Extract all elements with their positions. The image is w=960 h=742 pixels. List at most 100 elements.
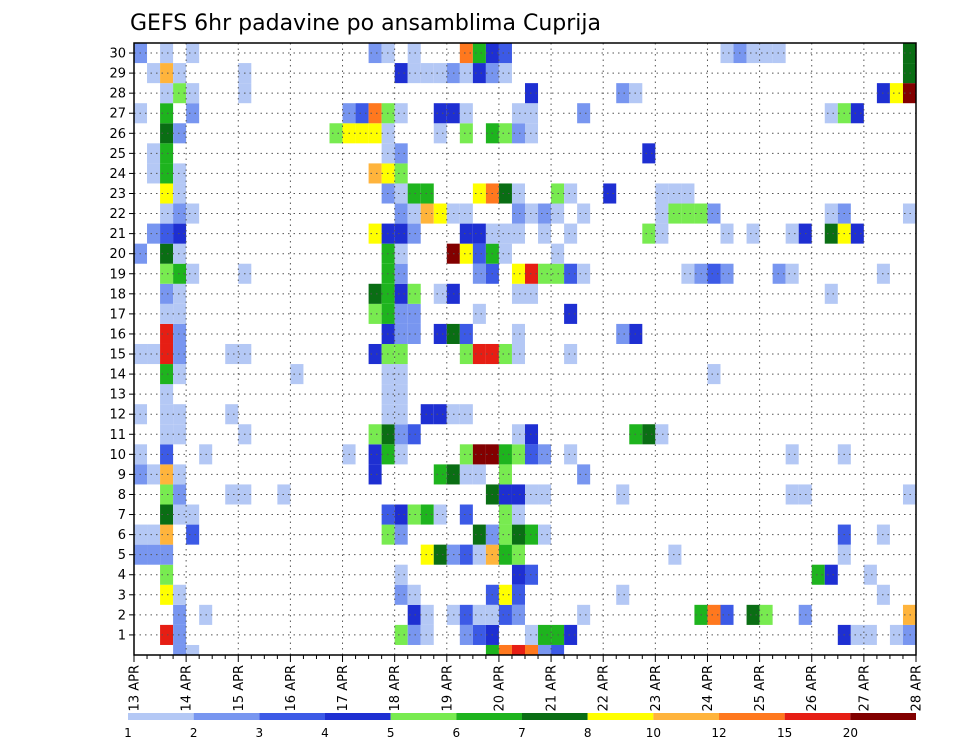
legend-swatch xyxy=(522,713,588,720)
heatmap-cell xyxy=(459,103,473,124)
heatmap-cell xyxy=(485,644,499,655)
y-tick-label: 2 xyxy=(118,608,126,623)
heatmap-cell xyxy=(707,604,721,625)
heatmap-cell xyxy=(420,203,434,224)
heatmap-cell xyxy=(160,624,174,645)
y-tick-label: 26 xyxy=(109,127,126,142)
heatmap-cell xyxy=(173,504,187,525)
heatmap-cell xyxy=(459,404,473,425)
heatmap-cell xyxy=(668,544,682,565)
heatmap-cell xyxy=(746,43,760,64)
heatmap-cell xyxy=(525,123,539,144)
heatmap-cell xyxy=(525,424,539,445)
y-tick-label: 30 xyxy=(109,47,126,62)
heatmap-cell xyxy=(498,183,512,204)
heatmap-cell xyxy=(394,584,408,605)
heatmap-cell xyxy=(511,604,525,625)
heatmap-cell xyxy=(511,263,525,284)
heatmap-cell xyxy=(459,624,473,645)
heatmap-cell xyxy=(511,504,525,525)
heatmap-cell xyxy=(407,63,421,84)
heatmap-cell xyxy=(407,604,421,625)
x-tick-label: 26 APR xyxy=(805,665,820,711)
heatmap-cell xyxy=(472,624,486,645)
legend-swatch xyxy=(128,713,194,720)
heatmap-cell xyxy=(525,263,539,284)
x-tick-label: 15 APR xyxy=(232,665,247,711)
heatmap-cell xyxy=(147,343,161,365)
x-tick-label: 20 APR xyxy=(492,665,507,711)
heatmap-cell xyxy=(642,424,656,445)
heatmap-cell xyxy=(564,444,578,465)
heatmap-cell xyxy=(368,283,382,304)
heatmap-cell xyxy=(577,604,591,625)
heatmap-cell xyxy=(173,263,187,284)
heatmap-cell xyxy=(433,323,447,344)
y-tick-label: 25 xyxy=(109,147,126,162)
heatmap-cell xyxy=(407,283,421,304)
y-tick-label: 20 xyxy=(109,247,126,262)
heatmap-cell xyxy=(564,303,578,324)
heatmap-cell xyxy=(173,604,187,625)
heatmap-cell xyxy=(160,283,174,304)
heatmap-cell xyxy=(564,263,578,284)
heatmap-cell xyxy=(498,223,512,244)
y-tick-label: 8 xyxy=(118,488,126,503)
heatmap-cell xyxy=(655,223,669,244)
heatmap-cell xyxy=(394,283,408,304)
heatmap-cell xyxy=(160,524,174,545)
heatmap-cell xyxy=(472,464,486,485)
heatmap-cell xyxy=(538,203,552,224)
heatmap-cell xyxy=(459,223,473,244)
heatmap-cell xyxy=(186,524,200,545)
heatmap-cell xyxy=(394,143,408,164)
legend-swatch xyxy=(390,713,457,720)
heatmap-cell xyxy=(824,103,838,124)
heatmap-cell xyxy=(902,484,916,505)
heatmap-cell xyxy=(525,103,539,124)
heatmap-cell xyxy=(655,424,669,445)
y-axis: 1234567891011121314151617181920212223242… xyxy=(109,47,134,643)
heatmap-cell xyxy=(498,584,512,605)
heatmap-cell xyxy=(147,63,161,84)
heatmap-cell xyxy=(394,203,408,224)
heatmap-cell xyxy=(186,103,200,124)
heatmap-cell xyxy=(160,263,174,284)
heatmap-cell xyxy=(759,43,773,64)
heatmap-cell xyxy=(160,163,174,184)
heatmap-cell xyxy=(564,343,578,365)
heatmap-cell xyxy=(160,203,174,224)
y-tick-label: 15 xyxy=(109,348,126,363)
heatmap-cell xyxy=(472,524,486,545)
heatmap-cell xyxy=(538,223,552,244)
heatmap-cell xyxy=(498,644,512,655)
heatmap-cell xyxy=(707,203,721,224)
heatmap-cell xyxy=(902,604,916,625)
heatmap-cell xyxy=(160,343,174,365)
heatmap-cell xyxy=(407,303,421,324)
heatmap-cell xyxy=(394,424,408,445)
heatmap-cell xyxy=(525,203,539,224)
y-tick-label: 23 xyxy=(109,187,126,202)
heatmap-cell xyxy=(511,343,525,365)
heatmap-cell xyxy=(863,624,877,645)
legend-swatch xyxy=(587,713,654,720)
heatmap-cell xyxy=(902,43,916,64)
heatmap-cell xyxy=(472,63,486,84)
heatmap-cell xyxy=(368,424,382,445)
heatmap-cell xyxy=(173,404,187,425)
heatmap-cell xyxy=(681,263,695,284)
heatmap-cell xyxy=(525,624,539,645)
legend-label: 2 xyxy=(190,726,198,740)
heatmap-cell xyxy=(433,283,447,304)
heatmap-cell xyxy=(472,604,486,625)
y-tick-label: 21 xyxy=(109,227,126,242)
heatmap-cell xyxy=(577,203,591,224)
chart-title: GEFS 6hr padavine po ansamblima Cuprija xyxy=(130,11,601,36)
heatmap-cell xyxy=(433,63,447,84)
x-tick-label: 27 APR xyxy=(857,665,872,711)
heatmap-cell xyxy=(511,544,525,565)
heatmap-cell xyxy=(472,544,486,565)
heatmap-cell xyxy=(407,504,421,525)
heatmap-cell xyxy=(889,83,903,104)
